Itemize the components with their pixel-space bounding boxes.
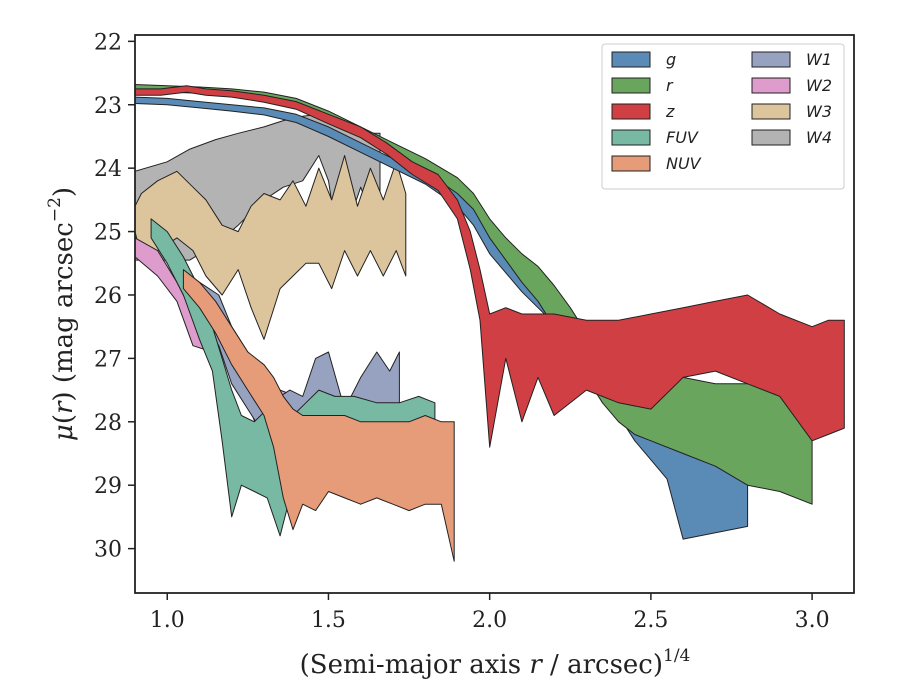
plot-frame [134, 34, 855, 594]
legend-swatch-w4 [751, 129, 791, 146]
y-axis-title: μ(r) (mag arcsec−2) [45, 187, 79, 441]
legend-label-w1: W1 [806, 50, 832, 69]
x-tick-label: 2.5 [633, 608, 668, 633]
legend-swatch-fuv [611, 129, 651, 146]
legend-swatch-z [611, 103, 651, 120]
legend-swatch-w1 [751, 51, 791, 68]
series-bands [135, 84, 845, 562]
legend-label-g: g [666, 50, 676, 69]
legend-label-w2: W2 [806, 76, 832, 95]
y-tick-label: 30 [94, 538, 122, 563]
y-tick-label: 24 [94, 157, 122, 182]
legend-label-fuv: FUV [666, 128, 699, 147]
legend-swatch-w3 [751, 103, 791, 120]
legend-label-r: r [666, 76, 674, 95]
x-tick-label: 3.0 [795, 608, 830, 633]
legend-label-w3: W3 [806, 102, 832, 121]
band-nuv [182, 269, 455, 562]
y-tick-label: 25 [94, 221, 122, 246]
x-tick-label: 1.5 [311, 608, 346, 633]
legend-label-w4: W4 [806, 128, 832, 147]
x-axis-title: (Semi-major axis r / arcsec)1/4 [300, 646, 691, 680]
legend-label-nuv: NUV [666, 154, 702, 173]
y-tick-label: 26 [94, 284, 122, 309]
legend-swatch-w2 [751, 77, 791, 94]
y-tick-label: 27 [94, 347, 122, 372]
x-tick-label: 1.0 [150, 608, 185, 633]
x-axis: 1.0 1.5 2.0 2.5 3.0 [150, 593, 830, 633]
y-tick-label: 28 [94, 411, 122, 436]
legend-swatch-r [611, 77, 651, 94]
legend-swatch-nuv [611, 155, 651, 172]
y-tick-label: 29 [94, 474, 122, 499]
legend-swatch-g [611, 51, 651, 68]
x-tick-label: 2.0 [472, 608, 507, 633]
y-tick-label: 22 [94, 30, 122, 55]
band-w3 [135, 155, 407, 340]
legend-label-z: z [665, 102, 675, 121]
legend: grz FUV NUV W1 W2 W3 W4 [601, 43, 845, 190]
y-tick-label: 23 [94, 94, 122, 119]
band-z [135, 85, 845, 448]
y-axis: 22 23 24 25 26 27 28 29 30 [94, 30, 135, 563]
